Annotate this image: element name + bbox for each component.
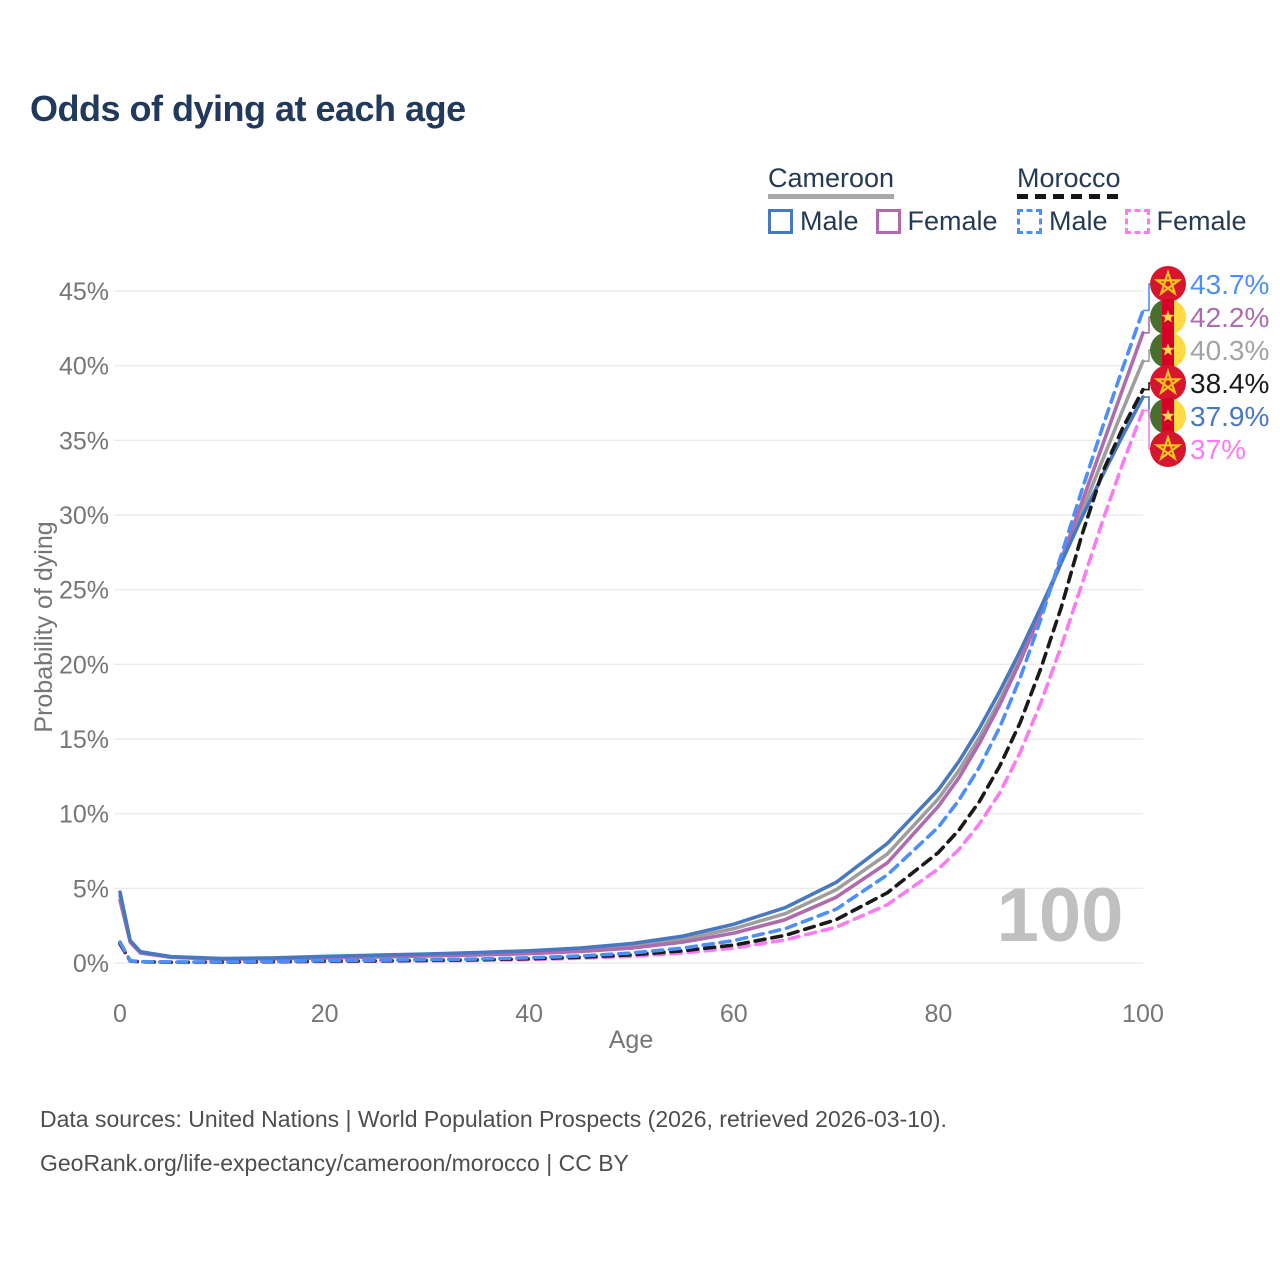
legend-linestyle-cameroon xyxy=(768,194,895,199)
line-morocco-both xyxy=(118,387,1145,965)
y-tick-label: 25% xyxy=(59,577,109,605)
x-axis-ticks: 0 20 40 60 80 100 xyxy=(113,1000,1164,1028)
legend-group-cameroon: Cameroon Male Female xyxy=(768,163,998,236)
end-label-value-cameroon-female: 42.2% xyxy=(1190,302,1269,333)
legend-item-morocco-female: Female xyxy=(1156,205,1247,236)
end-label-value-morocco-male: 43.7% xyxy=(1190,269,1269,300)
x-tick-label: 20 xyxy=(311,1000,339,1028)
end-label-value-morocco-both: 38.4% xyxy=(1190,368,1269,399)
x-tick-label: 0 xyxy=(113,1000,127,1028)
footer-data-sources: Data sources: United Nations | World Pop… xyxy=(40,1106,947,1132)
flag-morocco-icon xyxy=(1150,431,1186,467)
x-tick-label: 60 xyxy=(720,1000,748,1028)
legend-head-morocco: Morocco xyxy=(1017,163,1121,199)
y-tick-label: 20% xyxy=(59,651,109,679)
line-cameroon-female xyxy=(118,330,1145,961)
legend-country-label-cameroon: Cameroon xyxy=(768,163,895,193)
flag-morocco-icon xyxy=(1150,365,1186,401)
legend-swatch-cameroon-female xyxy=(875,208,901,234)
watermark-age: 100 xyxy=(997,873,1124,958)
x-tick-label: 40 xyxy=(515,1000,543,1028)
legend-country-label-morocco: Morocco xyxy=(1017,163,1121,193)
y-tick-label: 30% xyxy=(59,502,109,530)
line-morocco-male xyxy=(118,308,1145,964)
legend-linestyle-morocco xyxy=(1017,194,1121,199)
line-cameroon-male xyxy=(118,395,1145,961)
y-tick-label: 5% xyxy=(73,875,109,903)
gridlines xyxy=(114,290,1143,964)
legend-swatch-morocco-female xyxy=(1124,208,1150,234)
flag-cameroon-icon xyxy=(1150,398,1186,434)
line-morocco-female xyxy=(118,408,1145,965)
y-tick-label: 0% xyxy=(73,950,109,978)
legend-item-morocco-male: Male xyxy=(1049,205,1108,236)
y-axis-title: Probability of dying xyxy=(30,521,58,732)
x-tick-label: 100 xyxy=(1122,1000,1164,1028)
flag-cameroon-icon xyxy=(1150,332,1186,368)
legend-head-cameroon: Cameroon xyxy=(768,163,895,199)
legend-swatch-morocco-male xyxy=(1017,208,1042,234)
series-lines xyxy=(118,308,1145,965)
y-tick-label: 40% xyxy=(59,353,109,381)
footer-attribution: GeoRank.org/life-expectancy/cameroon/mor… xyxy=(40,1150,629,1176)
y-axis-ticks: 0% 5% 10% 15% 20% 25% 30% 35% 40% 45% xyxy=(59,278,109,978)
y-tick-label: 15% xyxy=(59,726,109,754)
legend-group-morocco: Morocco Male Female xyxy=(1017,163,1247,236)
legend-item-cameroon-female: Female xyxy=(907,205,998,236)
end-label-value-morocco-female: 37% xyxy=(1190,434,1246,465)
line-cameroon-both xyxy=(118,359,1145,961)
legend-item-cameroon-male: Male xyxy=(800,205,859,236)
page-title: Odds of dying at each age xyxy=(30,88,466,129)
y-tick-label: 45% xyxy=(59,278,109,306)
end-label-value-cameroon-both: 40.3% xyxy=(1190,335,1269,366)
x-axis-title: Age xyxy=(609,1026,653,1054)
x-tick-label: 80 xyxy=(924,1000,952,1028)
legend-swatch-cameroon-male xyxy=(768,208,793,234)
flag-morocco-icon xyxy=(1150,266,1186,302)
footer: Data sources: United Nations | World Pop… xyxy=(40,1106,947,1177)
flag-cameroon-icon xyxy=(1150,299,1186,335)
end-label-value-cameroon-male: 37.9% xyxy=(1190,401,1269,432)
y-tick-label: 35% xyxy=(59,427,109,455)
legend-row-cameroon: Male Female xyxy=(768,205,998,236)
legend-row-morocco: Male Female xyxy=(1017,205,1247,236)
end-labels: 43.7%42.2%40.3%38.4%37.9%37% xyxy=(1143,266,1269,467)
y-tick-label: 10% xyxy=(59,801,109,829)
